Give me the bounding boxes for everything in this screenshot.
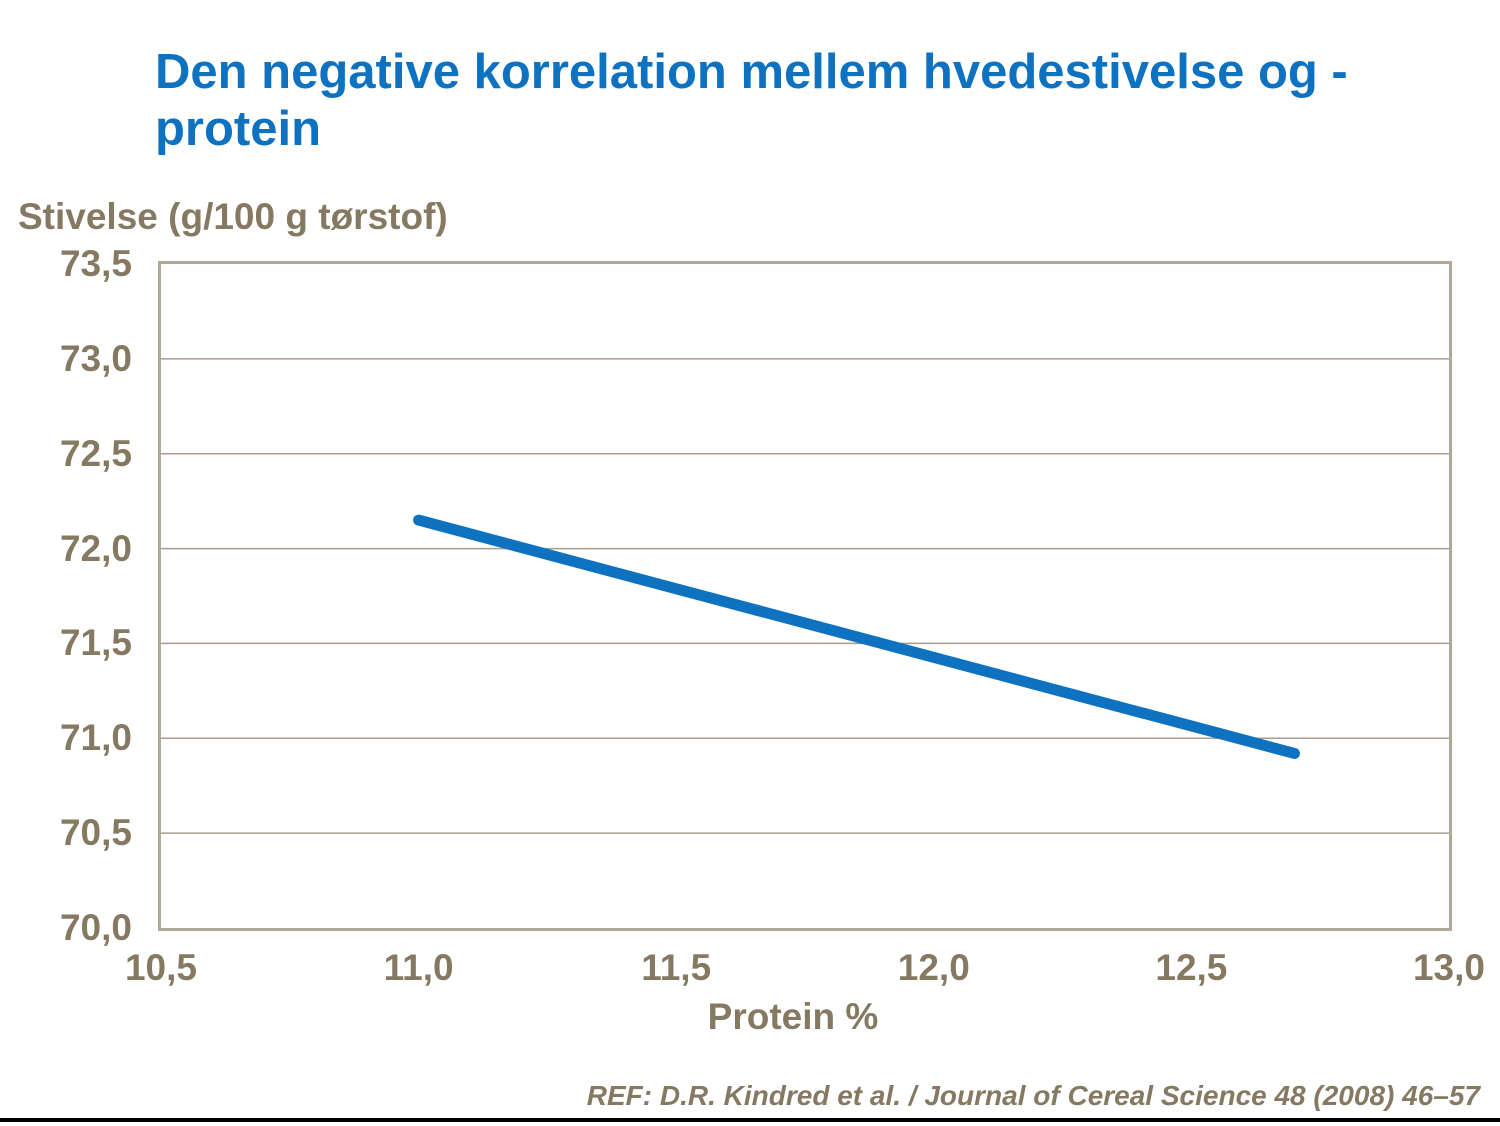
chart-plot-area xyxy=(158,261,1452,931)
slide-title-line1: Den negative korrelation mellem hvedesti… xyxy=(155,45,1348,99)
x-tick-label: 11,5 xyxy=(641,947,712,988)
x-tick-label: 11,0 xyxy=(383,947,454,988)
x-tick-label: 13,0 xyxy=(1412,947,1485,988)
y-tick-label: 72,0 xyxy=(59,527,132,569)
y-axis-title: Stivelse (g/100 g tørstof) xyxy=(18,196,448,237)
x-tick-label: 12,0 xyxy=(897,947,970,988)
y-tick-label: 71,0 xyxy=(59,717,132,759)
y-tick-label: 70,0 xyxy=(59,907,132,948)
y-tick-label: 70,5 xyxy=(59,812,132,854)
y-tick-label: 73,5 xyxy=(59,243,132,284)
y-tick-label: 72,5 xyxy=(59,432,132,474)
x-tick-label: 10,5 xyxy=(124,947,197,988)
x-axis-title: Protein % xyxy=(707,996,879,1037)
slide-title: Den negative korrelation mellem hvedesti… xyxy=(155,44,1455,158)
correlation-line-chart xyxy=(161,358,1449,834)
bottom-border-line xyxy=(0,1118,1500,1122)
y-tick-label: 71,5 xyxy=(59,622,132,664)
slide-title-line2: protein xyxy=(155,102,322,156)
reference-citation: REF: D.R. Kindred et al. / Journal of Ce… xyxy=(586,1080,1480,1111)
y-tick-label: 73,0 xyxy=(59,337,132,379)
data-line-stivelse-protein-korrelation xyxy=(413,514,1300,759)
x-tick-label: 12,5 xyxy=(1155,947,1228,988)
